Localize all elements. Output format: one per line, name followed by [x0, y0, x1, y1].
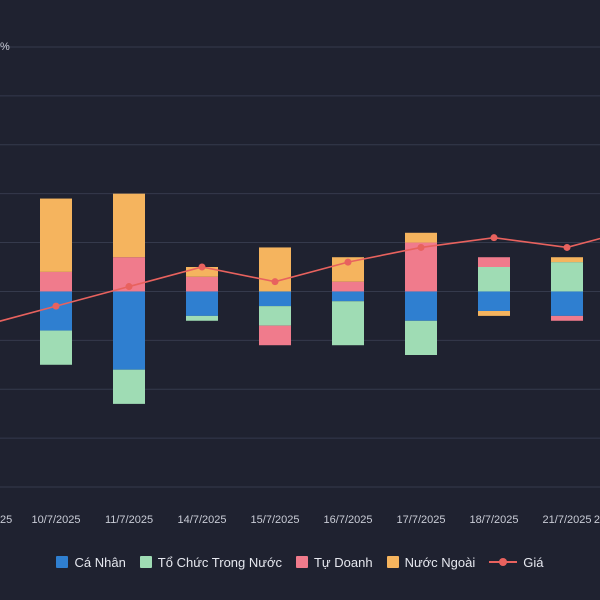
x-tick-label: 21/7/2025 [543, 514, 592, 526]
bar-segment[interactable] [332, 291, 364, 302]
bar-segment[interactable] [551, 315, 583, 321]
legend-swatch-to-chuc-trong-nuoc [139, 556, 152, 568]
legend-swatch-ca-nhan [56, 556, 69, 568]
legend-item-gia[interactable]: Giá [489, 554, 544, 570]
price-point[interactable] [271, 278, 279, 286]
bar-segment[interactable] [186, 267, 218, 277]
legend-label-nuoc-ngoai: Nước Ngoài [404, 554, 476, 570]
bar-segment[interactable] [40, 330, 72, 365]
bar-segment[interactable] [113, 291, 145, 370]
gridlines [0, 46, 600, 488]
legend-item-tu-doanh[interactable]: Tự Doanh [295, 554, 373, 570]
bar-segment[interactable] [259, 325, 291, 346]
legend-item-nuoc-ngoai[interactable]: Nước Ngoài [386, 554, 476, 570]
legend-label-gia: Giá [523, 554, 544, 570]
bar-segment[interactable] [186, 276, 218, 292]
price-point[interactable] [490, 234, 498, 242]
bar-segment[interactable] [259, 306, 291, 326]
price-point[interactable] [52, 302, 60, 310]
x-tick-label: 11/7/2025 [105, 514, 153, 526]
bar-segment[interactable] [186, 291, 218, 316]
legend-swatch-tu-doanh [295, 556, 308, 568]
x-tick-label: 15/7/2025 [251, 514, 300, 526]
bar-segment[interactable] [113, 369, 145, 404]
x-axis-ticks: 25 10/7/2025 11/7/2025 14/7/2025 15/7/2025 16… [0, 514, 600, 526]
price-line [0, 234, 600, 322]
bar-segment[interactable] [551, 262, 583, 292]
price-point[interactable] [125, 283, 133, 291]
x-tick-label: 10/7/2025 [32, 514, 81, 526]
y-unit-label: % [0, 41, 10, 53]
price-point[interactable] [563, 243, 571, 251]
bar-segment[interactable] [40, 291, 72, 331]
bar-segment[interactable] [405, 291, 437, 321]
bar-segment[interactable] [113, 193, 145, 258]
bar-segment[interactable] [405, 320, 437, 355]
legend-label-tu-doanh: Tự Doanh [313, 554, 373, 570]
legend-swatch-gia [489, 556, 518, 568]
price-point[interactable] [417, 243, 425, 251]
legend-label-ca-nhan: Cá Nhân [74, 554, 126, 570]
bar-segment[interactable] [259, 291, 291, 307]
x-tick-label: 17/7/2025 [397, 514, 446, 526]
bar-segment[interactable] [40, 198, 72, 272]
bar-segment[interactable] [551, 257, 583, 263]
bar-segment[interactable] [405, 232, 437, 243]
bar-segment[interactable] [478, 257, 510, 267]
bar-segment[interactable] [478, 291, 510, 311]
bars [40, 193, 583, 404]
bar-segment[interactable] [478, 267, 510, 292]
bar-segment[interactable] [186, 315, 218, 321]
bar-segment[interactable] [332, 281, 364, 292]
legend-item-to-chuc-trong-nuoc[interactable]: Tổ Chức Trong Nước [139, 554, 282, 570]
legend-swatch-nuoc-ngoai [386, 556, 399, 568]
price-point[interactable] [198, 263, 206, 271]
bar-segment[interactable] [332, 301, 364, 346]
legend-label-to-chuc-trong-nuoc: Tổ Chức Trong Nước [157, 554, 282, 570]
bar-segment[interactable] [478, 311, 510, 316]
x-tick-label: 25 [0, 514, 12, 526]
price-line-path [0, 236, 600, 322]
price-point[interactable] [344, 258, 352, 266]
x-tick-label: 16/7/2025 [324, 514, 373, 526]
x-tick-label: 14/7/2025 [178, 514, 227, 526]
legend: Cá Nhân Tổ Chức Trong Nước Tự Doanh Nước… [0, 550, 600, 574]
legend-item-ca-nhan[interactable]: Cá Nhân [56, 554, 126, 570]
bar-segment[interactable] [551, 291, 583, 316]
bar-segment[interactable] [40, 271, 72, 292]
x-tick-label: 18/7/2025 [470, 514, 519, 526]
x-tick-label: 2 [594, 514, 600, 526]
